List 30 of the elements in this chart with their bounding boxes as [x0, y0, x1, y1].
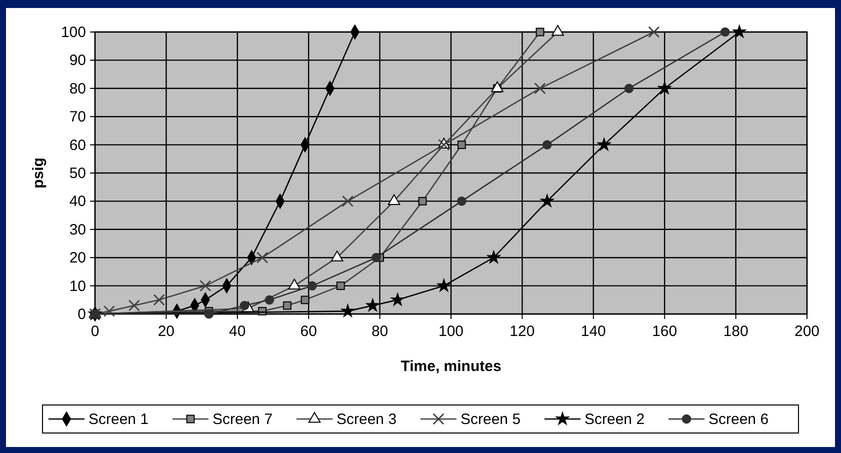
- y-tick-label: 40: [69, 193, 86, 210]
- y-tick-label: 10: [69, 278, 86, 295]
- x-tick-label: 160: [652, 323, 678, 340]
- x-tick-label: 60: [300, 323, 317, 340]
- legend-label: Screen 3: [336, 411, 397, 428]
- x-tick-label: 200: [794, 323, 820, 340]
- x-tick-label: 100: [438, 323, 464, 340]
- legend-label: Screen 6: [708, 411, 769, 428]
- legend-label: Screen 5: [460, 411, 521, 428]
- y-axis-title: psig: [30, 158, 47, 188]
- y-tick-label: 30: [69, 221, 86, 238]
- y-tick-label: 90: [69, 52, 86, 70]
- y-tick-label: 60: [69, 136, 86, 154]
- x-axis-title: Time, minutes: [400, 358, 502, 375]
- y-tick-label: 70: [69, 108, 86, 126]
- legend-label: Screen 2: [584, 411, 645, 428]
- y-tick-label: 50: [69, 165, 86, 182]
- y-tick-label: 20: [69, 250, 86, 267]
- y-tick-label: 0: [78, 306, 86, 323]
- x-tick-label: 80: [371, 323, 388, 340]
- x-tick-label: 0: [90, 323, 100, 340]
- x-tick-label: 40: [229, 323, 246, 340]
- x-tick-label: 180: [723, 323, 748, 340]
- y-tick-label: 100: [60, 24, 86, 41]
- legend-label: Screen 7: [212, 411, 273, 428]
- x-tick-label: 20: [158, 323, 175, 340]
- y-tick-label: 80: [69, 80, 86, 98]
- x-tick-label: 120: [510, 323, 535, 340]
- x-tick-label: 140: [580, 323, 606, 340]
- legend-label: Screen 1: [88, 411, 149, 428]
